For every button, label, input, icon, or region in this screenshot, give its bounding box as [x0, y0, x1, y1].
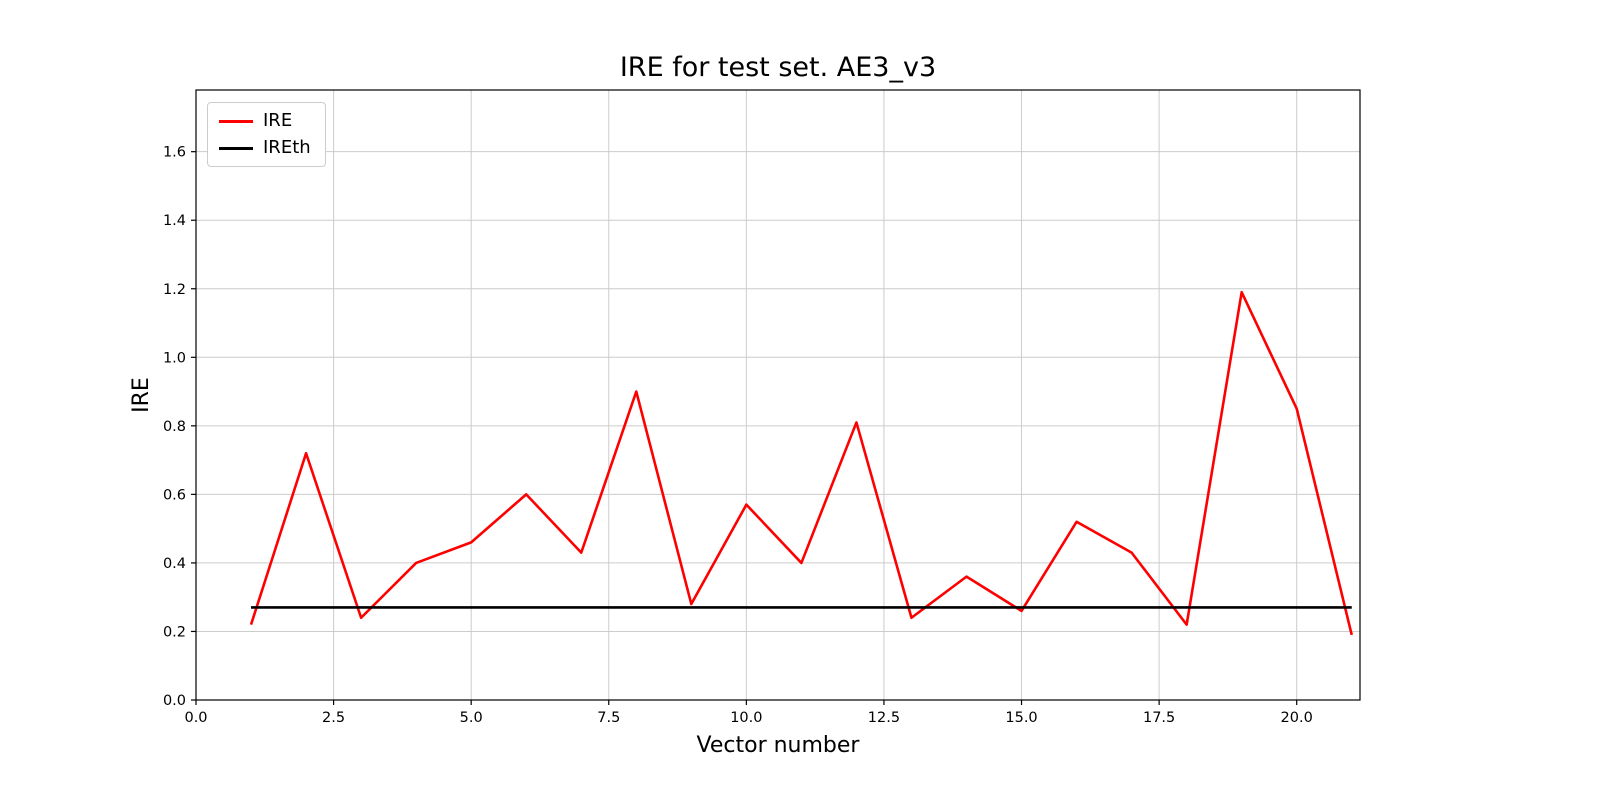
y-tick-label: 1.6 — [163, 145, 186, 161]
y-tick-label: 0.2 — [163, 624, 186, 640]
x-tick-label: 17.5 — [1143, 710, 1175, 726]
ire-line-sample — [219, 119, 253, 123]
y-tick-label: 1.0 — [163, 350, 186, 366]
y-tick-label: 0.8 — [163, 419, 186, 435]
x-tick-label: 7.5 — [597, 710, 620, 726]
legend-item-ireth: IREth — [219, 139, 311, 157]
series-layer — [249, 290, 1354, 636]
x-tick-label: 5.0 — [460, 710, 483, 726]
x-tick-label: 2.5 — [322, 710, 345, 726]
tick-layer: 0.0 2.5 5.0 7.5 10.0 12.5 15.0 17.5 20.0 0.0 0.2 0.… — [163, 145, 1313, 726]
y-tick-label: 0.6 — [163, 487, 186, 503]
legend: IRE IREth — [207, 102, 326, 167]
legend-label-ire: IRE — [263, 110, 293, 131]
x-tick-label: 15.0 — [1005, 710, 1037, 726]
grid-layer — [195, 90, 1360, 701]
x-tick-label: 10.0 — [730, 710, 762, 726]
legend-label-ireth: IREth — [263, 137, 311, 158]
ireth-line-sample — [219, 146, 253, 150]
ire-line — [249, 290, 1354, 636]
legend-item-ire: IRE — [219, 112, 311, 130]
x-tick-label: 0.0 — [184, 710, 207, 726]
y-tick-label: 0.4 — [163, 556, 186, 572]
chart-title: IRE for test set. AE3_v3 — [620, 52, 936, 83]
y-tick-label: 1.2 — [163, 282, 186, 298]
y-axis-label: IRE — [129, 377, 154, 413]
y-tick-label: 0.0 — [163, 693, 186, 709]
x-axis-label: Vector number — [697, 733, 861, 758]
axes-layer — [195, 89, 1361, 701]
x-tick-label: 12.5 — [868, 710, 900, 726]
y-tick-label: 1.4 — [163, 213, 186, 229]
x-tick-label: 20.0 — [1281, 710, 1313, 726]
plot-border — [195, 89, 1361, 701]
